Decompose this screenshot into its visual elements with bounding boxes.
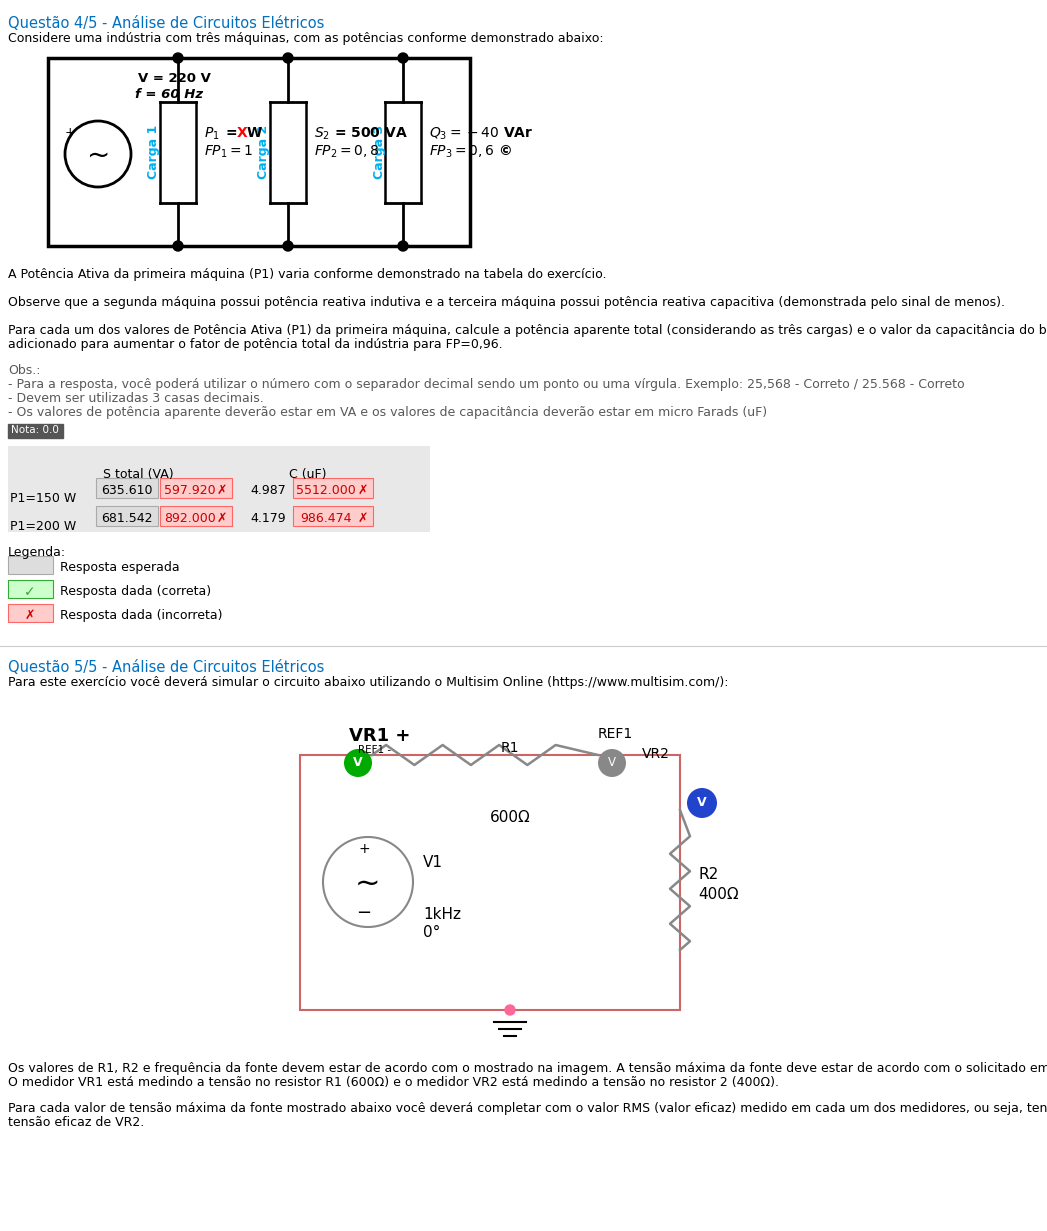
Text: P1=200 W: P1=200 W: [10, 519, 76, 533]
Text: Para cada um dos valores de Potência Ativa (P1) da primeira máquina, calcule a p: Para cada um dos valores de Potência Ati…: [8, 324, 1047, 337]
Text: $P_1$: $P_1$: [204, 126, 220, 143]
Text: V: V: [697, 796, 707, 810]
Text: 4.179: 4.179: [250, 512, 286, 524]
Text: A Potência Ativa da primeira máquina (P1) varia conforme demonstrado na tabela d: A Potência Ativa da primeira máquina (P1…: [8, 268, 606, 281]
Bar: [96, 506, 158, 526]
Text: X: X: [237, 126, 248, 140]
Bar: [8, 446, 430, 532]
Text: $Q_3 = -40$ VAr: $Q_3 = -40$ VAr: [429, 126, 533, 143]
Text: ~: ~: [87, 142, 111, 170]
Bar: [96, 478, 158, 499]
Text: Legenda:: Legenda:: [8, 547, 66, 559]
Text: P1=150 W: P1=150 W: [10, 492, 76, 505]
Text: 635.610: 635.610: [102, 484, 153, 497]
Text: 986.474: 986.474: [300, 512, 352, 524]
Text: $FP_2 = 0,8$: $FP_2 = 0,8$: [314, 144, 380, 160]
Text: ~: ~: [355, 869, 381, 899]
Text: ✗: ✗: [358, 512, 369, 524]
Text: $FP_1 = 1$: $FP_1 = 1$: [204, 144, 253, 160]
Circle shape: [505, 1004, 515, 1016]
Circle shape: [173, 241, 183, 251]
Text: V: V: [608, 757, 616, 769]
Text: Os valores de R1, R2 e frequência da fonte devem estar de acordo com o mostrado : Os valores de R1, R2 e frequência da fon…: [8, 1062, 1047, 1075]
Text: C (uF): C (uF): [289, 468, 327, 481]
Text: $S_2$ = 500 VA: $S_2$ = 500 VA: [314, 126, 408, 143]
Bar: [293, 478, 373, 499]
Text: Questão 4/5 - Análise de Circuitos Elétricos: Questão 4/5 - Análise de Circuitos Elétr…: [8, 16, 325, 31]
Text: adicionado para aumentar o fator de potência total da indústria para FP=0,96.: adicionado para aumentar o fator de potê…: [8, 339, 503, 351]
Text: Carga 1: Carga 1: [148, 124, 160, 180]
Text: O medidor VR1 está medindo a tensão no resistor R1 (600Ω) e o medidor VR2 está m: O medidor VR1 está medindo a tensão no r…: [8, 1076, 779, 1089]
Text: 600Ω: 600Ω: [490, 810, 531, 825]
Text: 4.987: 4.987: [250, 484, 286, 497]
Circle shape: [173, 53, 183, 63]
Text: V: V: [353, 757, 363, 769]
Text: tensão eficaz de VR2.: tensão eficaz de VR2.: [8, 1117, 144, 1129]
Text: −: −: [356, 904, 372, 922]
Text: V = 220 V: V = 220 V: [138, 71, 210, 85]
Bar: [8, 580, 53, 598]
Text: VR2: VR2: [642, 747, 670, 761]
Bar: [160, 506, 232, 526]
Circle shape: [687, 788, 717, 819]
Text: Considere uma indústria com três máquinas, com as potências conforme demonstrado: Considere uma indústria com três máquina…: [8, 32, 604, 46]
Text: ✗: ✗: [25, 609, 36, 622]
Text: VR1 +: VR1 +: [350, 728, 410, 745]
Text: =: =: [226, 126, 243, 140]
Text: REF1 -: REF1 -: [358, 745, 392, 755]
Text: 597.920: 597.920: [164, 484, 216, 497]
Text: 892.000: 892.000: [164, 512, 216, 524]
Text: 681.542: 681.542: [102, 512, 153, 524]
Circle shape: [283, 53, 293, 63]
Text: R1: R1: [500, 741, 519, 755]
Text: Carga 2: Carga 2: [258, 124, 270, 180]
Bar: [8, 604, 53, 622]
Text: ✗: ✗: [217, 512, 227, 524]
Text: W: W: [247, 126, 262, 140]
Circle shape: [344, 748, 372, 777]
Bar: [8, 423, 63, 438]
Circle shape: [598, 748, 626, 777]
Circle shape: [398, 241, 408, 251]
Text: 5512.000: 5512.000: [296, 484, 356, 497]
Text: S total (VA): S total (VA): [103, 468, 174, 481]
Text: $FP_3 = 0,6$ ©: $FP_3 = 0,6$ ©: [429, 144, 512, 160]
Text: f = 60 Hz: f = 60 Hz: [135, 87, 203, 101]
Bar: [293, 506, 373, 526]
Text: 0°: 0°: [423, 924, 441, 940]
Text: Para este exercício você deverá simular o circuito abaixo utilizando o Multisim : Para este exercício você deverá simular …: [8, 676, 729, 689]
Text: R2: R2: [698, 867, 718, 881]
Bar: [160, 478, 232, 499]
Text: +: +: [358, 842, 370, 856]
Text: V1: V1: [423, 856, 443, 870]
Text: Para cada valor de tensão máxima da fonte mostrado abaixo você deverá completar : Para cada valor de tensão máxima da font…: [8, 1102, 1047, 1115]
Text: - Para a resposta, você poderá utilizar o número com o separador decimal sendo u: - Para a resposta, você poderá utilizar …: [8, 378, 964, 391]
Text: ✗: ✗: [217, 484, 227, 497]
Circle shape: [398, 53, 408, 63]
Circle shape: [283, 241, 293, 251]
Text: ✗: ✗: [358, 484, 369, 497]
Text: Nota: 0.0: Nota: 0.0: [12, 425, 59, 435]
Text: Carga 3: Carga 3: [373, 124, 385, 178]
Text: - Os valores de potência aparente deverão estar em VA e os valores de capacitânc: - Os valores de potência aparente deverã…: [8, 406, 767, 419]
Text: +: +: [65, 126, 75, 139]
Text: Obs.:: Obs.:: [8, 364, 41, 377]
Text: REF1: REF1: [598, 728, 632, 741]
Text: Observe que a segunda máquina possui potência reativa indutiva e a terceira máqu: Observe que a segunda máquina possui pot…: [8, 295, 1005, 309]
Text: 400Ω: 400Ω: [698, 888, 738, 902]
Text: Resposta dada (correta): Resposta dada (correta): [60, 585, 211, 598]
Text: ✓: ✓: [24, 585, 36, 599]
Text: - Devem ser utilizadas 3 casas decimais.: - Devem ser utilizadas 3 casas decimais.: [8, 391, 264, 405]
Text: 1kHz: 1kHz: [423, 907, 461, 922]
Text: Resposta esperada: Resposta esperada: [60, 561, 180, 574]
Bar: [8, 556, 53, 574]
Text: Questão 5/5 - Análise de Circuitos Elétricos: Questão 5/5 - Análise de Circuitos Elétr…: [8, 660, 325, 675]
Text: Resposta dada (incorreta): Resposta dada (incorreta): [60, 609, 223, 622]
